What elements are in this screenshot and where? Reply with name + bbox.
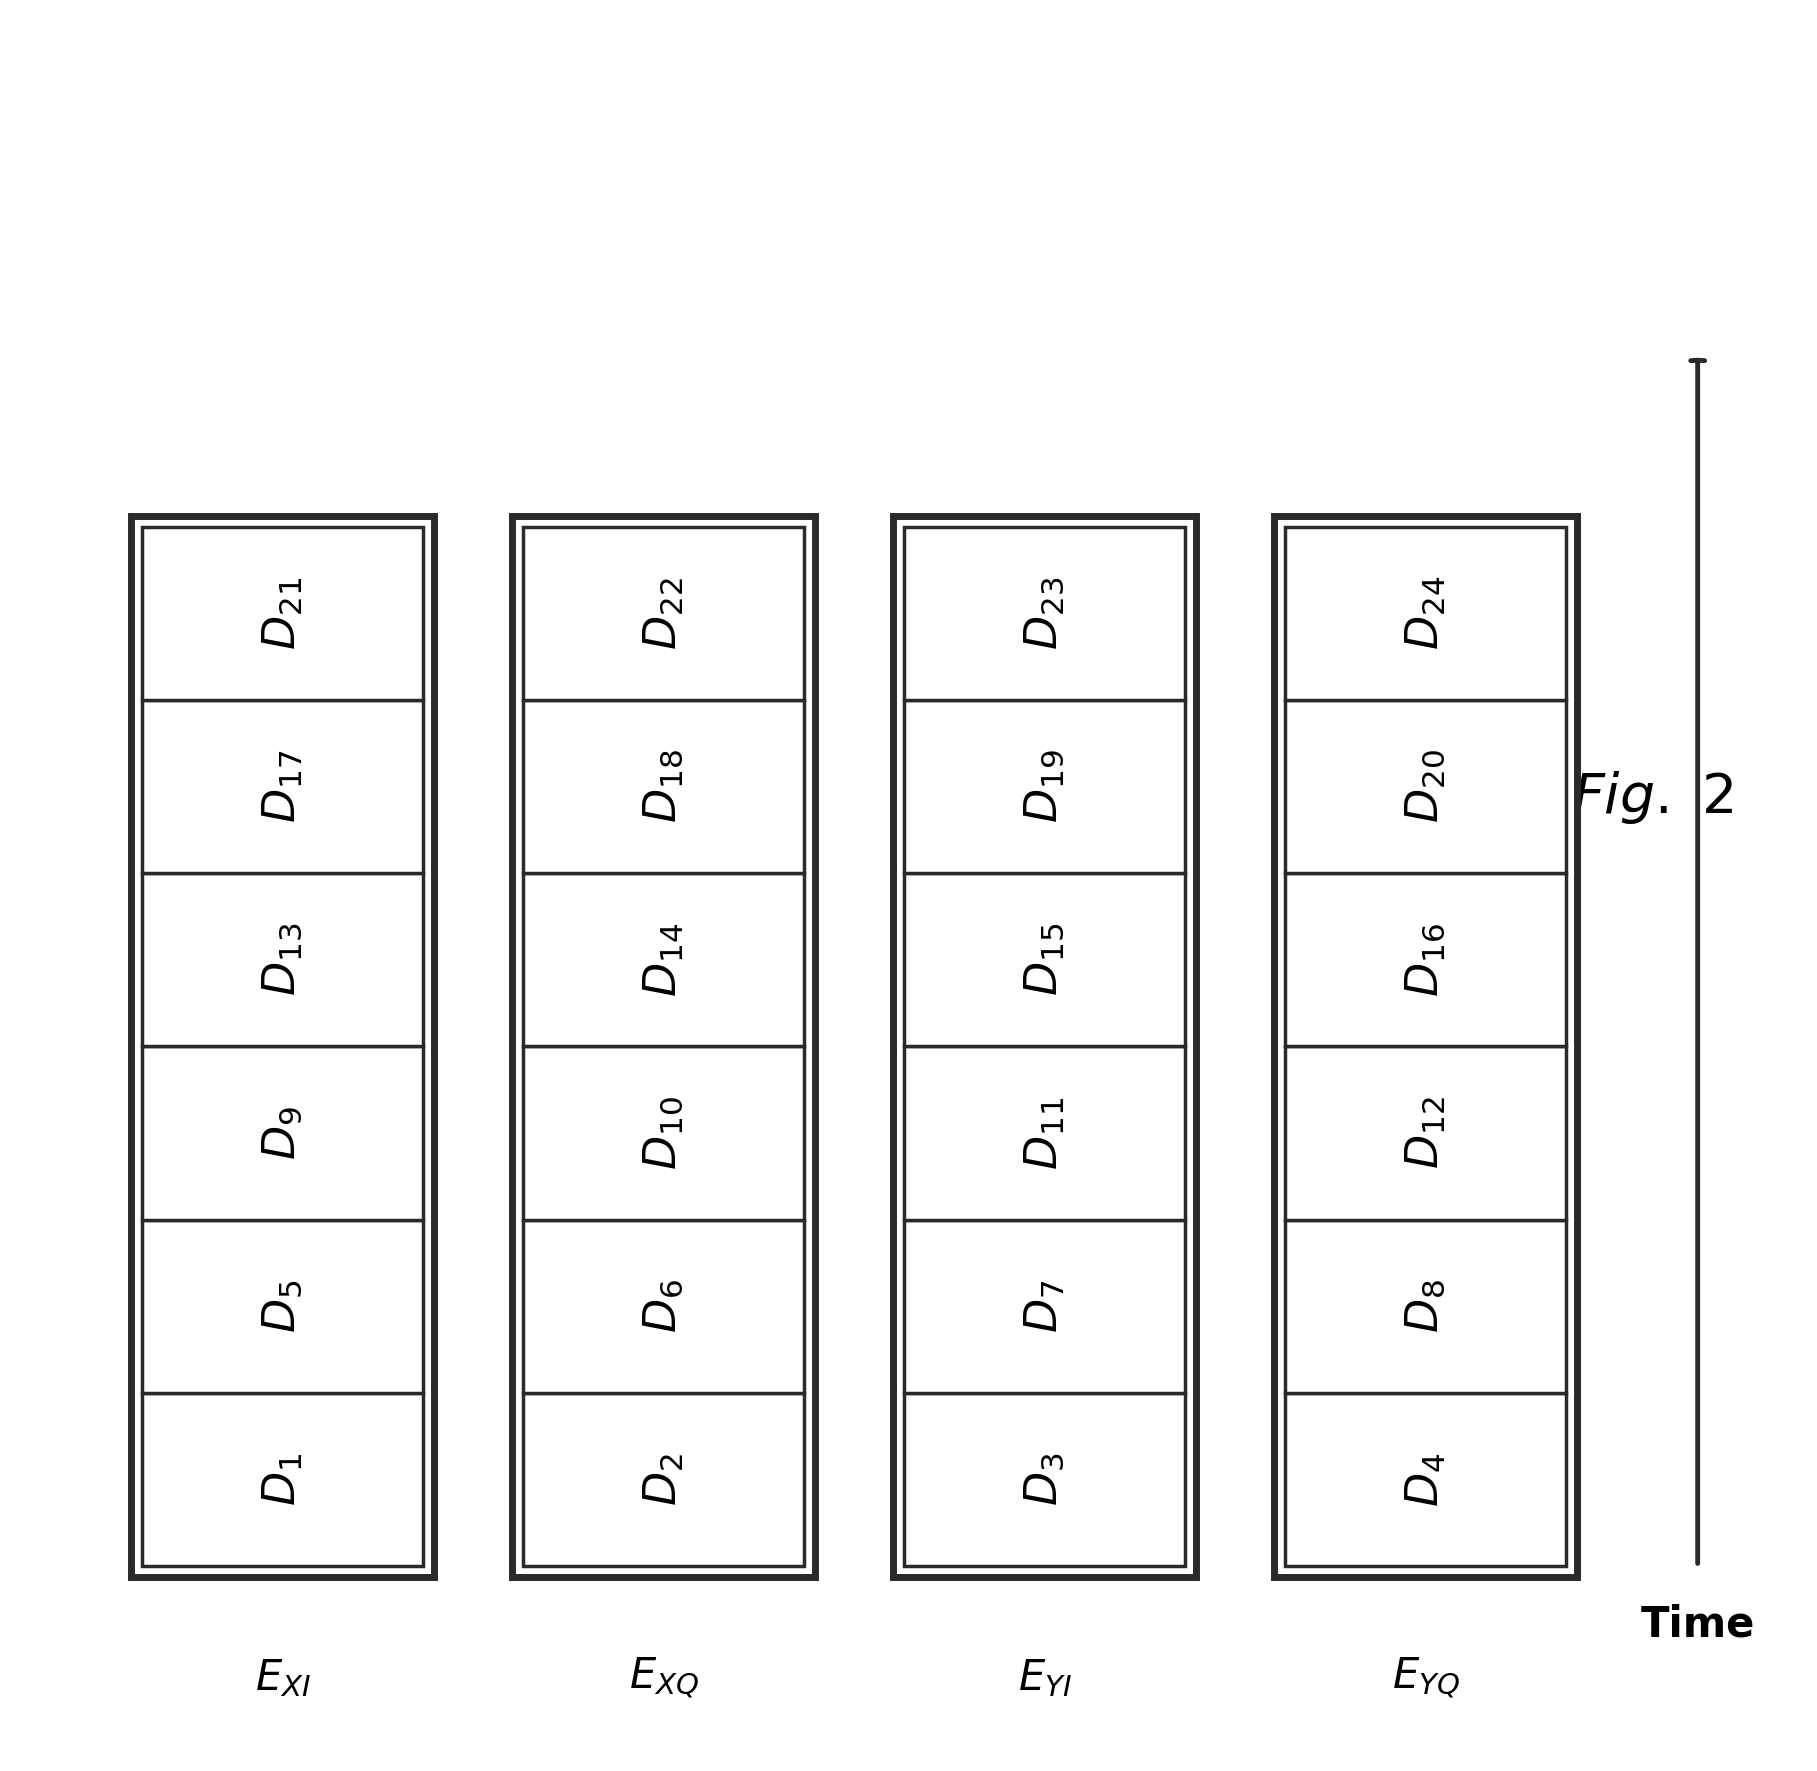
Text: $D_8$: $D_8$ — [1405, 1279, 1448, 1334]
Bar — [142, 873, 423, 1047]
Bar — [1274, 515, 1577, 1576]
Text: $D_{21}$: $D_{21}$ — [260, 577, 305, 650]
Text: $E_{YQ}$: $E_{YQ}$ — [1392, 1656, 1459, 1700]
Text: $D_7$: $D_7$ — [1023, 1280, 1067, 1334]
Text: $D_{16}$: $D_{16}$ — [1405, 923, 1448, 997]
Text: $E_{XQ}$: $E_{XQ}$ — [629, 1656, 698, 1700]
Bar — [905, 700, 1185, 873]
Text: $D_2$: $D_2$ — [641, 1454, 685, 1505]
Bar — [905, 526, 1185, 700]
Text: $D_{19}$: $D_{19}$ — [1023, 749, 1067, 824]
Bar — [905, 1220, 1185, 1394]
Bar — [1285, 526, 1566, 700]
Text: $D_3$: $D_3$ — [1023, 1452, 1067, 1507]
Text: $E_{XI}$: $E_{XI}$ — [254, 1656, 311, 1698]
Text: $D_{24}$: $D_{24}$ — [1403, 576, 1448, 650]
Text: $D_{22}$: $D_{22}$ — [641, 577, 685, 650]
Bar — [905, 1047, 1185, 1220]
Bar — [905, 873, 1185, 1047]
Text: Time: Time — [1641, 1603, 1755, 1645]
Text: $E_{YI}$: $E_{YI}$ — [1018, 1656, 1072, 1698]
Text: $\mathit{Fig.}\ 2$: $\mathit{Fig.}\ 2$ — [1572, 769, 1733, 825]
Bar — [512, 515, 816, 1576]
Bar — [142, 526, 423, 700]
Bar — [905, 1394, 1185, 1566]
Bar — [142, 700, 423, 873]
Bar — [1285, 1394, 1566, 1566]
Text: $D_1$: $D_1$ — [260, 1452, 305, 1507]
Bar — [523, 873, 805, 1047]
Bar — [523, 1394, 805, 1566]
Text: $D_6$: $D_6$ — [641, 1279, 685, 1334]
Bar — [142, 1047, 423, 1220]
Text: $D_{14}$: $D_{14}$ — [641, 923, 685, 997]
Bar — [523, 700, 805, 873]
Bar — [1285, 1047, 1566, 1220]
Text: $D_{12}$: $D_{12}$ — [1403, 1096, 1448, 1169]
Text: $D_{18}$: $D_{18}$ — [641, 749, 685, 824]
Text: $D_9$: $D_9$ — [262, 1107, 303, 1160]
Bar — [1285, 1220, 1566, 1394]
Bar — [523, 1047, 805, 1220]
Text: $D_{23}$: $D_{23}$ — [1023, 577, 1067, 650]
Text: $D_{15}$: $D_{15}$ — [1023, 923, 1067, 997]
Bar — [1285, 700, 1566, 873]
Bar — [142, 1220, 423, 1394]
Bar — [894, 515, 1196, 1576]
Text: $D_{17}$: $D_{17}$ — [260, 749, 305, 824]
Text: $D_{13}$: $D_{13}$ — [262, 923, 303, 997]
Text: $D_5$: $D_5$ — [262, 1280, 303, 1334]
Text: $D_{11}$: $D_{11}$ — [1023, 1096, 1067, 1169]
Text: $D_{10}$: $D_{10}$ — [641, 1096, 685, 1171]
Bar — [1285, 873, 1566, 1047]
Bar — [523, 526, 805, 700]
Bar — [142, 1394, 423, 1566]
Text: $D_{20}$: $D_{20}$ — [1405, 749, 1448, 824]
Bar — [131, 515, 434, 1576]
Text: $D_4$: $D_4$ — [1403, 1452, 1448, 1507]
Bar — [523, 1220, 805, 1394]
